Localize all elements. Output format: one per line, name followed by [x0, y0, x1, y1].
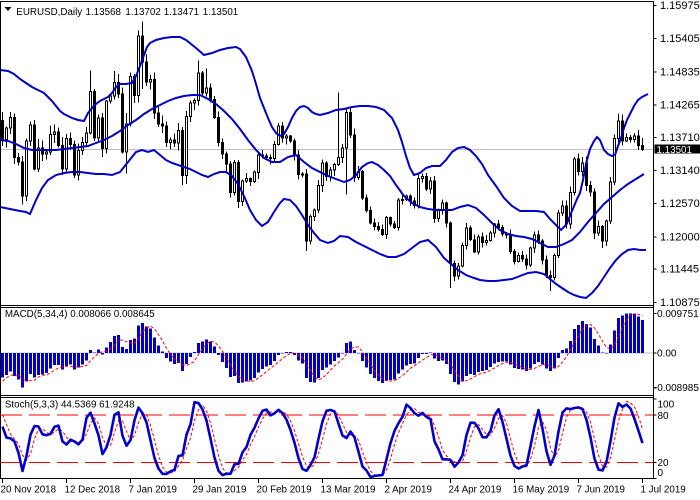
svg-text:1.13501: 1.13501 [657, 145, 692, 156]
svg-text:100: 100 [658, 400, 675, 411]
svg-text:12 Dec 2018: 12 Dec 2018 [65, 485, 121, 496]
svg-text:1.14835: 1.14835 [660, 66, 700, 78]
svg-text:29 Jan 2019: 29 Jan 2019 [193, 485, 247, 496]
svg-text:Stoch(5,3,3) 44.5369 61.9248: Stoch(5,3,3) 44.5369 61.9248 [5, 400, 135, 411]
svg-text:16 May 2019: 16 May 2019 [513, 485, 570, 496]
svg-text:24 Apr 2019: 24 Apr 2019 [449, 485, 502, 496]
svg-text:20 Feb 2019: 20 Feb 2019 [257, 485, 312, 496]
svg-text:1.13140: 1.13140 [660, 165, 700, 177]
svg-text:1.13710: 1.13710 [660, 132, 700, 144]
svg-text:-0.008985: -0.008985 [654, 383, 699, 394]
svg-text:80: 80 [658, 411, 670, 422]
svg-text:20 Nov 2018: 20 Nov 2018 [1, 485, 57, 496]
svg-text:1.10875: 1.10875 [660, 297, 700, 309]
svg-text:1.12570: 1.12570 [660, 198, 700, 210]
svg-text:MACD(5,34,4) 0.008066 0.008645: MACD(5,34,4) 0.008066 0.008645 [5, 309, 155, 320]
svg-text:0: 0 [658, 468, 664, 479]
svg-text:2 Apr 2019: 2 Apr 2019 [385, 485, 432, 496]
svg-text:20: 20 [658, 458, 670, 469]
svg-text:1.11445: 1.11445 [660, 264, 699, 276]
svg-text:1.12000: 1.12000 [660, 231, 700, 243]
svg-text:7 Jan 2019: 7 Jan 2019 [129, 485, 177, 496]
svg-text:1.14265: 1.14265 [660, 100, 700, 112]
svg-text:1.15405: 1.15405 [660, 33, 700, 45]
svg-text:0.00: 0.00 [657, 349, 677, 360]
svg-text:1 Jul 2019: 1 Jul 2019 [641, 485, 686, 496]
svg-text:1.15975: 1.15975 [660, 0, 700, 12]
svg-text:0.009751: 0.009751 [657, 309, 699, 320]
svg-text:7 Jun 2019: 7 Jun 2019 [577, 485, 625, 496]
svg-text:13 Mar 2019: 13 Mar 2019 [321, 485, 376, 496]
